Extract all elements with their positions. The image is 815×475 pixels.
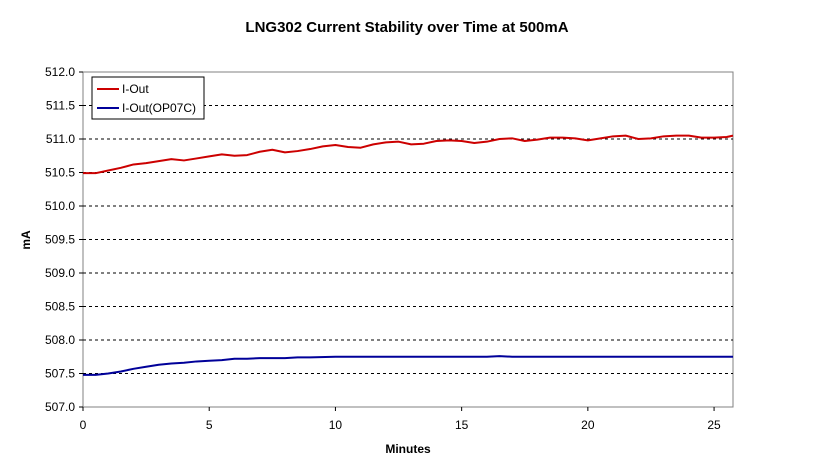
y-tick-label: 507.0	[45, 400, 75, 414]
y-tick-label: 509.0	[45, 266, 75, 280]
y-tick-label: 507.5	[45, 367, 75, 381]
y-tick-label: 509.5	[45, 233, 75, 247]
y-axis-label: mA	[19, 230, 33, 250]
series-lines	[83, 134, 734, 376]
legend-label-i-out-op07c: I-Out(OP07C)	[122, 101, 196, 115]
legend-label-i-out: I-Out	[122, 82, 149, 96]
x-tick-label: 20	[581, 418, 595, 432]
y-tick-label: 512.0	[45, 65, 75, 79]
x-tick-label: 0	[80, 418, 87, 432]
series-line-i-out	[83, 134, 734, 175]
axis-ticks: 507.0 507.5 508.0 508.5 509.0 509.5 510.0 510.5…	[45, 65, 721, 432]
y-tick-label: 510.0	[45, 199, 75, 213]
x-axis-label: Minutes	[385, 442, 431, 456]
chart-title: LNG302 Current Stability over Time at 50…	[245, 19, 568, 36]
y-tick-label: 511.0	[46, 132, 75, 146]
x-tick-label: 5	[206, 418, 213, 432]
y-tick-label: 511.5	[46, 99, 75, 113]
y-tick-label: 510.5	[45, 166, 75, 180]
x-tick-label: 15	[455, 418, 469, 432]
legend: I-Out I-Out(OP07C)	[91, 76, 205, 120]
y-tick-label: 508.0	[45, 333, 75, 347]
x-tick-label: 25	[707, 418, 721, 432]
x-tick-label: 10	[329, 418, 343, 432]
legend-box	[91, 76, 205, 120]
series-line-i-out-op07c	[83, 355, 733, 376]
y-tick-label: 508.5	[45, 300, 75, 314]
